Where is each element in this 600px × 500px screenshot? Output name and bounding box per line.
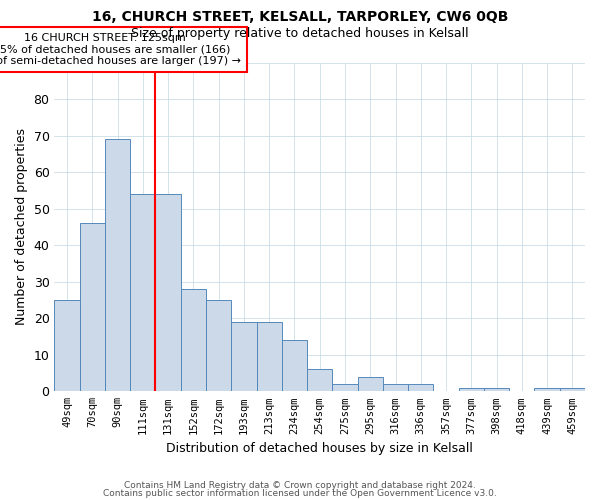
Text: 16, CHURCH STREET, KELSALL, TARPORLEY, CW6 0QB: 16, CHURCH STREET, KELSALL, TARPORLEY, C… (92, 10, 508, 24)
Bar (231, 322, 257, 392)
Bar (282, 340, 307, 392)
Bar (155, 194, 181, 392)
Text: 16 CHURCH STREET: 125sqm
← 45% of detached houses are smaller (166)
54% of semi-: 16 CHURCH STREET: 125sqm ← 45% of detach… (0, 33, 241, 66)
Bar (257, 322, 282, 392)
Y-axis label: Number of detached properties: Number of detached properties (15, 128, 28, 326)
Bar (560, 388, 585, 392)
Bar (80, 223, 105, 392)
Bar (535, 388, 560, 392)
Text: Contains public sector information licensed under the Open Government Licence v3: Contains public sector information licen… (103, 488, 497, 498)
Text: Size of property relative to detached houses in Kelsall: Size of property relative to detached ho… (131, 28, 469, 40)
Bar (55, 300, 80, 392)
Bar (358, 376, 383, 392)
Bar (332, 384, 358, 392)
Bar (181, 289, 206, 392)
Bar (408, 384, 433, 392)
X-axis label: Distribution of detached houses by size in Kelsall: Distribution of detached houses by size … (166, 442, 473, 455)
Bar (130, 194, 155, 392)
Bar (383, 384, 408, 392)
Bar (458, 388, 484, 392)
Bar (484, 388, 509, 392)
Text: Contains HM Land Registry data © Crown copyright and database right 2024.: Contains HM Land Registry data © Crown c… (124, 481, 476, 490)
Bar (307, 370, 332, 392)
Bar (105, 139, 130, 392)
Bar (206, 300, 231, 392)
